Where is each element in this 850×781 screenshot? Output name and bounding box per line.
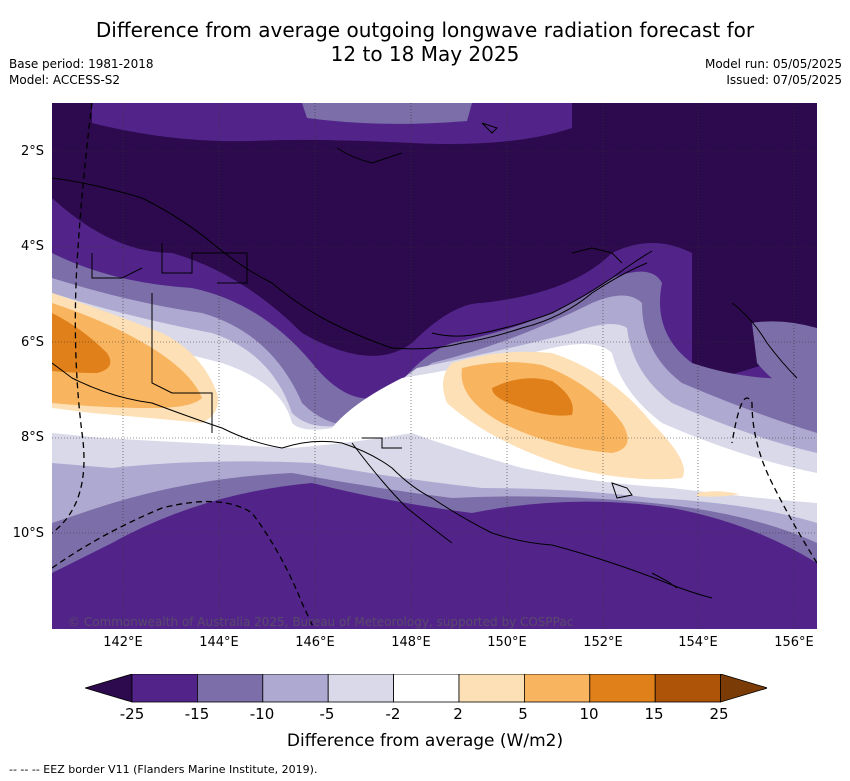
colorbar-cell xyxy=(393,674,460,703)
map-svg: © Commonwealth of Australia 2025, Bureau… xyxy=(52,103,817,629)
lat-label-4s: 4°S xyxy=(20,239,44,254)
title-line-2: 12 to 18 May 2025 xyxy=(330,42,520,66)
eez-legend-note: -- -- -- EEZ border V11 (Flanders Marine… xyxy=(9,763,318,776)
colorbar-cell xyxy=(458,674,525,703)
lat-label-6s: 6°S xyxy=(20,335,44,350)
colorbar-cell xyxy=(327,674,394,703)
base-period: Base period: 1981-2018 xyxy=(9,57,154,71)
meta-left: Base period: 1981-2018 Model: ACCESS-S2 xyxy=(9,56,154,88)
lon-label-152e: 152°E xyxy=(583,635,623,650)
title-line-1: Difference from average outgoing longwav… xyxy=(95,18,755,42)
colorbar-tick: 15 xyxy=(644,705,664,723)
colorbar-cell xyxy=(523,674,591,703)
colorbar-tick: 5 xyxy=(518,705,528,723)
colorbar-cell xyxy=(131,674,198,703)
lon-label-150e: 150°E xyxy=(487,635,527,650)
lon-label-156e: 156°E xyxy=(774,635,814,650)
colorbar-extend-low xyxy=(85,674,133,703)
colorbar-cell xyxy=(262,674,329,703)
colorbar-cell xyxy=(589,674,656,703)
contour-dark-orange-west xyxy=(52,313,111,373)
lon-label-142e: 142°E xyxy=(103,635,143,650)
meta-right: Model run: 05/05/2025 Issued: 07/05/2025 xyxy=(705,56,842,88)
contour-light-orange-small xyxy=(697,491,740,497)
lon-label-148e: 148°E xyxy=(391,635,431,650)
model-run: Model run: 05/05/2025 xyxy=(704,57,842,71)
colorbar-extend-high xyxy=(720,674,767,703)
colorbar-tick: -5 xyxy=(319,705,335,723)
eez-borders xyxy=(52,103,817,629)
copyright-text: © Commonwealth of Australia 2025, Bureau… xyxy=(68,615,573,629)
colorbar xyxy=(85,674,767,703)
lon-label-146e: 146°E xyxy=(295,635,335,650)
lon-label-144e: 144°E xyxy=(199,635,239,650)
lon-label-154e: 154°E xyxy=(678,635,718,650)
issued-date: Issued: 07/05/2025 xyxy=(726,73,842,87)
colorbar-tick: -2 xyxy=(385,705,401,723)
colorbar-tick: 10 xyxy=(579,705,599,723)
olr-anomaly-map: © Commonwealth of Australia 2025, Bureau… xyxy=(52,103,817,629)
colorbar-tick: -10 xyxy=(249,705,275,723)
coastlines xyxy=(52,122,798,599)
colorbar-cells xyxy=(85,674,767,703)
colorbar-tick: 2 xyxy=(453,705,463,723)
map-title: Difference from average outgoing longwav… xyxy=(0,18,850,66)
colorbar-tick: 25 xyxy=(709,705,729,723)
colorbar-cell xyxy=(654,674,722,703)
lat-label-10s: 10°S xyxy=(12,526,44,541)
colorbar-cell xyxy=(197,674,264,703)
colorbar-tick: -15 xyxy=(184,705,210,723)
lat-label-2s: 2°S xyxy=(20,144,44,159)
contour-top-band-light xyxy=(302,103,472,124)
contour-dark-orange-east xyxy=(492,378,573,416)
gridlines xyxy=(52,103,817,629)
lat-label-8s: 8°S xyxy=(20,430,44,445)
colorbar-label: Difference from average (W/m2) xyxy=(286,731,564,751)
model-name: Model: ACCESS-S2 xyxy=(9,73,121,87)
contour-orange-west xyxy=(52,303,202,408)
colorbar-tick: -25 xyxy=(119,705,145,723)
